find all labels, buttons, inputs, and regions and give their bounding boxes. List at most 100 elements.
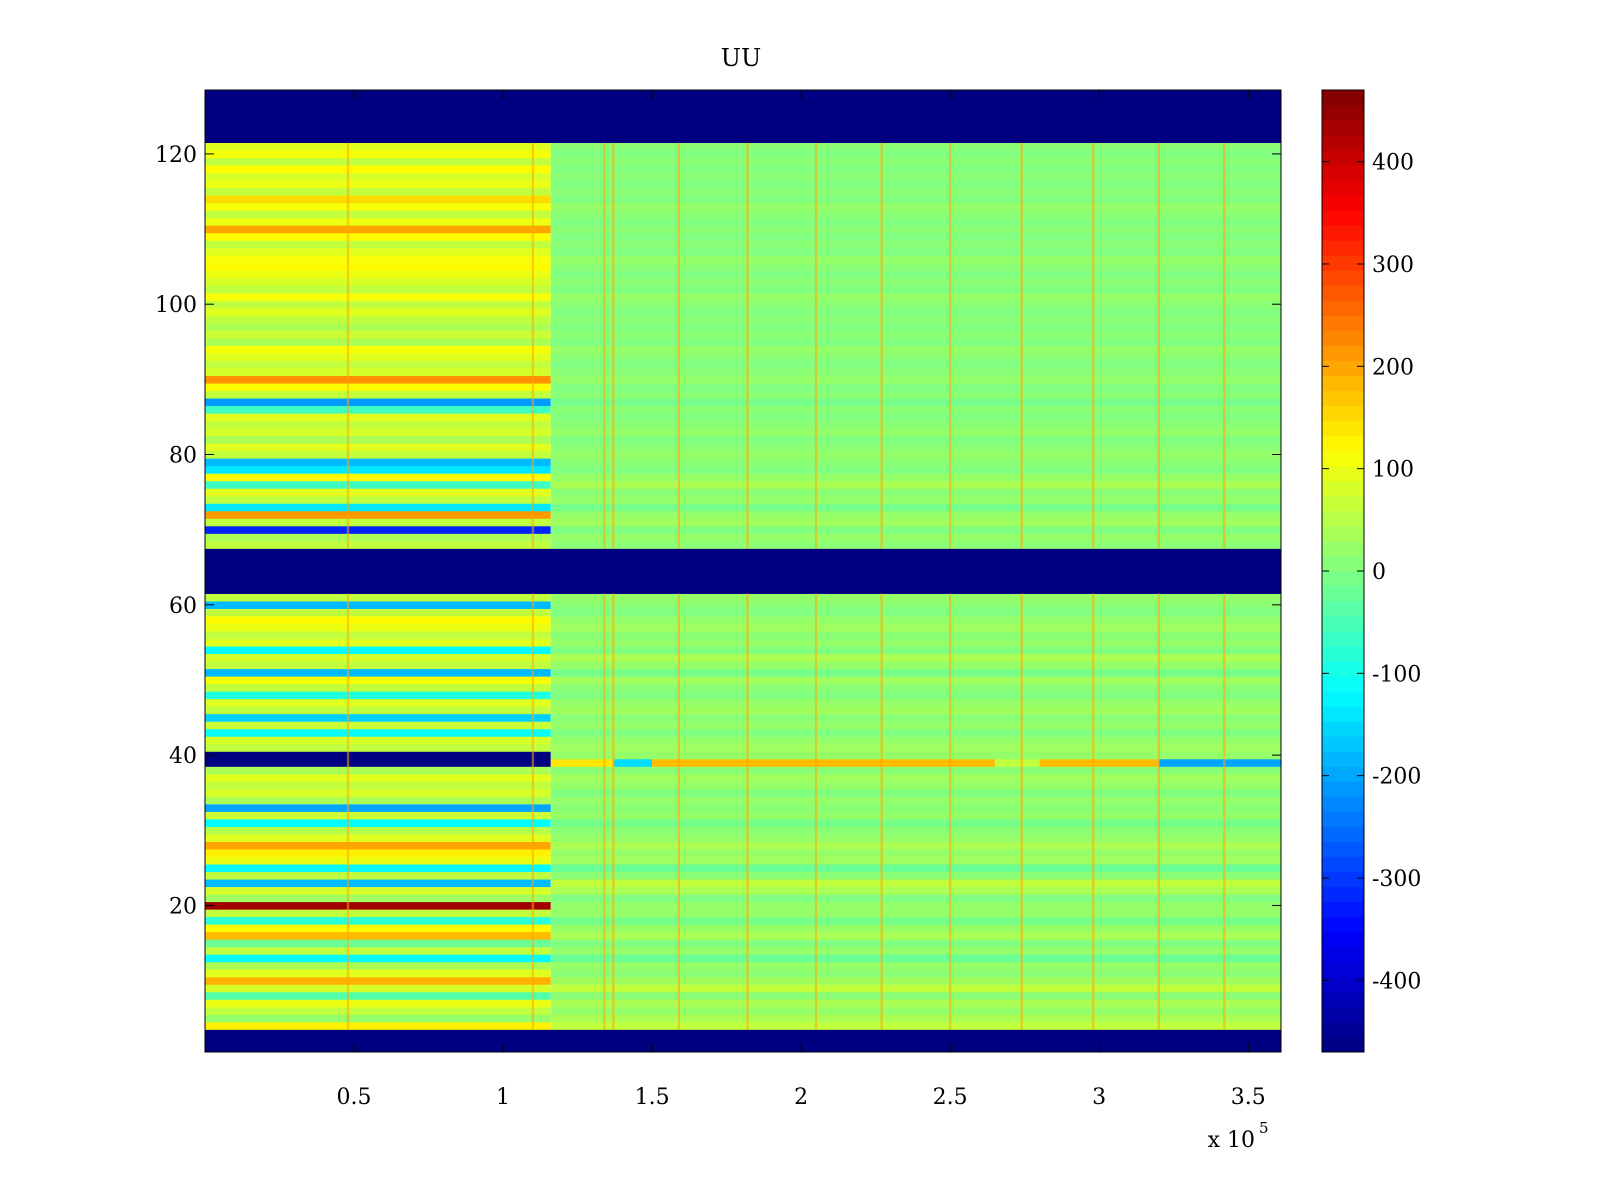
- heatmap-cell: [550, 616, 1281, 625]
- heatmap-cell: [550, 721, 1281, 730]
- heatmap-cell: [205, 217, 551, 226]
- heatmap-cell: [205, 638, 551, 647]
- heatmap-cell: [205, 330, 551, 339]
- heatmap-cell: [550, 458, 1281, 467]
- colorbar-segment: [1322, 961, 1364, 978]
- colorbar-segment: [1322, 180, 1364, 196]
- colorbar-segment: [1322, 120, 1364, 136]
- heatmap-cell: [550, 879, 1281, 888]
- masked-row-cell: [205, 571, 1281, 579]
- heatmap-cell: [205, 473, 551, 482]
- heatmap-cell: [205, 210, 551, 219]
- heatmap-cell: [205, 691, 551, 700]
- heatmap-cell: [205, 909, 551, 918]
- heatmap-cell: [205, 195, 551, 204]
- heatmap-cell: [550, 518, 1281, 527]
- heatmap-cell: [550, 345, 1281, 354]
- heatmap-cell: [205, 255, 551, 264]
- colorbar-segment: [1322, 540, 1364, 557]
- heatmap-cell: [205, 338, 551, 346]
- colorbar-segment: [1322, 946, 1364, 963]
- spike-column: [1157, 142, 1160, 549]
- heatmap-cell: [205, 307, 551, 316]
- y-tick-label: 60: [169, 594, 197, 619]
- heatmap-cell: [550, 646, 1281, 655]
- colorbar-segment: [1322, 105, 1364, 121]
- colorbar-segment: [1322, 976, 1364, 993]
- x-multiplier-exponent: 5: [1259, 1119, 1269, 1137]
- heatmap-cell: [205, 503, 551, 512]
- heatmap-cell: [205, 353, 551, 361]
- heatmap-cell: [205, 240, 551, 249]
- heatmap-cell: [550, 180, 1281, 189]
- heatmap-cell: [550, 375, 1281, 384]
- heatmap-cell: [205, 886, 551, 895]
- spike-column: [1020, 593, 1023, 1030]
- heatmap-cell: [550, 661, 1281, 670]
- heatmap-cell: [205, 939, 551, 948]
- heatmap-cell: [205, 480, 551, 489]
- heatmap-cell: [550, 187, 1281, 196]
- colorbar-segment: [1322, 450, 1364, 467]
- heatmap-cell: [550, 924, 1281, 933]
- heatmap-cell: [205, 420, 551, 429]
- heatmap-cell: [550, 698, 1281, 707]
- colorbar-segment: [1322, 390, 1364, 407]
- colorbar-segment: [1322, 781, 1364, 797]
- heatmap-cell: [550, 285, 1281, 294]
- spike-column: [531, 593, 535, 1030]
- heatmap-cell: [550, 736, 1281, 745]
- heatmap-cell: [550, 931, 1281, 940]
- heatmap-cell: [550, 420, 1281, 429]
- colorbar-segment: [1322, 841, 1364, 857]
- x-tick-label: 3.5: [1231, 1085, 1266, 1110]
- heatmap-cell: [550, 864, 1281, 873]
- heatmap-cell: [550, 601, 1281, 609]
- masked-row-cell: [205, 578, 1281, 587]
- heatmap-cell: [550, 262, 1281, 271]
- masked-row-cell: [205, 563, 1281, 572]
- heatmap-cell: [205, 796, 551, 805]
- heatmap-cell: [205, 495, 551, 504]
- masked-row-cell: [205, 555, 1281, 564]
- heatmap-cell: [205, 991, 551, 1000]
- heatmap-cell: [550, 465, 1281, 474]
- heatmap-cell: [550, 480, 1281, 489]
- colorbar-segment: [1322, 150, 1364, 166]
- heatmap-cell: [205, 413, 551, 422]
- heatmap-cell: [205, 924, 551, 933]
- heatmap-cell: [205, 751, 551, 760]
- masked-row-cell: [205, 97, 1281, 106]
- heatmap-cell: [205, 946, 551, 955]
- heatmap-cell: [205, 435, 551, 444]
- heatmap-cell: [205, 766, 551, 775]
- heatmap-cell: [205, 428, 551, 437]
- colorbar-tick-label: -200: [1372, 765, 1421, 790]
- colorbar-segment: [1322, 571, 1364, 587]
- heatmap-cell: [205, 743, 551, 752]
- heatmap-cell: [205, 894, 551, 903]
- heatmap-cell: [205, 518, 551, 527]
- heatmap-cell: [205, 721, 551, 730]
- heatmap-cell: [205, 300, 551, 309]
- colorbar-segment: [1322, 631, 1364, 647]
- heatmap-cell: [205, 676, 551, 685]
- y-tick-label: 100: [155, 293, 197, 318]
- colorbar-segment: [1322, 510, 1364, 527]
- heatmap-cell: [205, 1014, 551, 1023]
- colorbar-tick-label: -400: [1372, 969, 1421, 994]
- heatmap-cell: [205, 864, 551, 873]
- colorbar-segment: [1322, 796, 1364, 812]
- heatmap-cell: [205, 277, 551, 286]
- heatmap-cell: [550, 1014, 1281, 1023]
- x-tick-label: 2: [794, 1085, 808, 1110]
- colorbar-segment: [1322, 601, 1364, 617]
- heatmap-cell: [205, 315, 551, 324]
- heatmap-cell: [550, 819, 1281, 827]
- colorbar-segment: [1322, 255, 1364, 271]
- heatmap-cell: [205, 646, 551, 655]
- masked-row-cell: [205, 112, 1281, 121]
- masked-row-cell: [205, 135, 1281, 144]
- heatmap-cell: [550, 728, 1281, 737]
- colorbar-segment: [1322, 165, 1364, 181]
